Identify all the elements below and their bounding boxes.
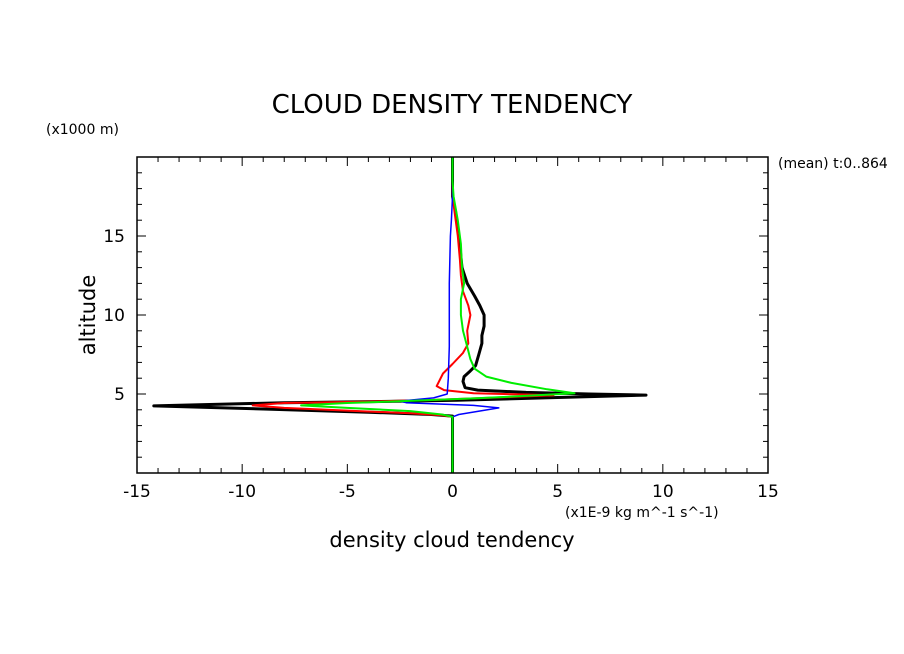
- x-tick-label: -10: [228, 482, 256, 502]
- series-line-3: [399, 157, 500, 473]
- series-line-4: [300, 157, 576, 473]
- x-units-label: (x1E-9 kg m^-1 s^-1): [565, 505, 719, 521]
- x-tick-label: -15: [123, 482, 151, 502]
- y-units-label: (x1000 m): [46, 122, 119, 138]
- y-tick-label: 5: [114, 385, 125, 405]
- y-tick-label: 10: [103, 306, 125, 326]
- x-tick-label: 5: [552, 482, 563, 502]
- x-axis-label: density cloud tendency: [329, 528, 574, 552]
- series-line-2: [251, 157, 555, 473]
- series-layer: [152, 157, 648, 473]
- y-axis-ticks: 5 10 15: [103, 156, 768, 474]
- y-tick-label: 15: [103, 227, 125, 247]
- chart-title: CLOUD DENSITY TENDENCY: [272, 90, 633, 120]
- mean-time-annotation: (mean) t:0..864: [778, 156, 888, 172]
- x-tick-label: -5: [339, 482, 356, 502]
- x-tick-label: 15: [757, 482, 779, 502]
- series-line-1: [152, 157, 648, 473]
- x-tick-label: 0: [447, 482, 458, 502]
- y-axis-label: altitude: [76, 275, 100, 356]
- x-axis-ticks: -15 -10 -5 0 5 10 15: [123, 157, 779, 502]
- plot-frame: [136, 156, 769, 474]
- x-tick-label: 10: [652, 482, 674, 502]
